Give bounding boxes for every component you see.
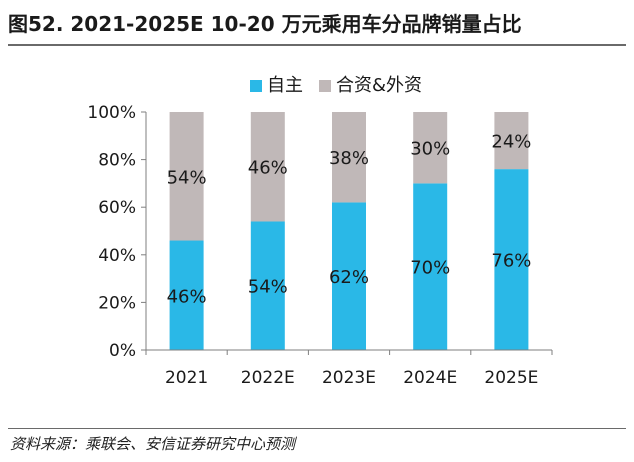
data-label-domestic-2022E: 54% bbox=[248, 277, 288, 298]
chart-title: 图52. 2021-2025E 10-20 万元乘用车分品牌销量占比 bbox=[8, 12, 522, 36]
x-tick-label-2022E: 2022E bbox=[241, 368, 295, 388]
data-label-domestic-2024E: 70% bbox=[410, 258, 450, 279]
legend-swatch-1 bbox=[319, 80, 331, 92]
data-label-jv-2021: 54% bbox=[167, 167, 207, 188]
data-label-jv-2024E: 30% bbox=[410, 139, 450, 160]
y-tick-label-5: 100% bbox=[87, 103, 136, 123]
data-label-domestic-2025E: 76% bbox=[491, 251, 531, 272]
source-divider bbox=[8, 428, 626, 429]
y-tick-label-2: 40% bbox=[98, 246, 136, 266]
source-note: 资料来源：乘联会、安信证券研究中心预测 bbox=[10, 435, 296, 453]
bar-jv-2021 bbox=[169, 112, 204, 241]
x-tick-label-2025E: 2025E bbox=[484, 368, 538, 388]
y-axis: 0% 20% 40% 60% 80% 100% bbox=[87, 103, 147, 361]
title-underline bbox=[8, 44, 626, 46]
y-tick-label-3: 60% bbox=[98, 198, 136, 218]
y-tick-label-1: 20% bbox=[98, 293, 136, 313]
y-tick-label-4: 80% bbox=[98, 151, 136, 171]
legend: 自主 合资&外资 bbox=[250, 75, 422, 96]
legend-label-0: 自主 bbox=[267, 75, 303, 96]
data-label-domestic-2023E: 62% bbox=[329, 267, 369, 288]
legend-swatch-0 bbox=[250, 80, 262, 92]
bar-jv-2024E bbox=[413, 112, 448, 184]
bar-domestic-2022E bbox=[250, 221, 285, 350]
bars: 46% 54% 54% 46% 62% 38% 70% 30% 76% 24% bbox=[167, 112, 531, 350]
bar-domestic-2025E bbox=[494, 169, 529, 350]
x-tick-label-2021: 2021 bbox=[165, 368, 208, 388]
data-label-jv-2025E: 24% bbox=[491, 132, 531, 153]
stacked-bar-chart: 自主 合资&外资 0% 20% 40% 60% 80% 100% 46% 54% 54% 46% 6… bbox=[87, 75, 553, 388]
data-label-domestic-2021: 46% bbox=[167, 286, 207, 307]
data-label-jv-2023E: 38% bbox=[329, 148, 369, 169]
bar-jv-2025E bbox=[494, 112, 529, 170]
bar-domestic-2024E bbox=[413, 183, 448, 350]
x-axis: 2021 2022E 2023E 2024E 2025E bbox=[145, 349, 553, 388]
legend-label-1: 合资&外资 bbox=[336, 75, 422, 96]
x-tick-label-2024E: 2024E bbox=[403, 368, 457, 388]
data-label-jv-2022E: 46% bbox=[248, 158, 288, 179]
bar-jv-2023E bbox=[332, 112, 366, 203]
x-tick-label-2023E: 2023E bbox=[322, 368, 376, 388]
bar-jv-2022E bbox=[250, 112, 285, 222]
bar-domestic-2021 bbox=[169, 240, 204, 350]
y-tick-label-0: 0% bbox=[109, 341, 136, 361]
bar-domestic-2023E bbox=[332, 202, 366, 350]
